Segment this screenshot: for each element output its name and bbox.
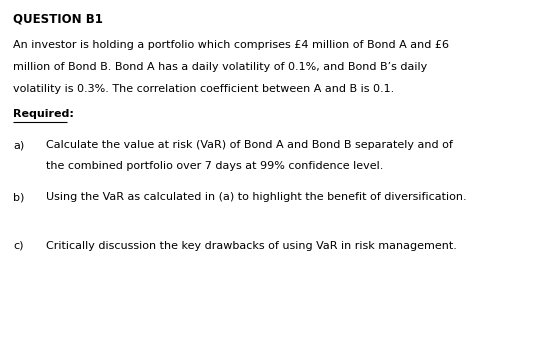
- Text: Using the VaR as calculated in (a) to highlight the benefit of diversification.: Using the VaR as calculated in (a) to hi…: [46, 192, 467, 202]
- Text: An investor is holding a portfolio which comprises £4 million of Bond A and £6: An investor is holding a portfolio which…: [13, 40, 449, 50]
- Text: million of Bond B. Bond A has a daily volatility of 0.1%, and Bond B’s daily: million of Bond B. Bond A has a daily vo…: [13, 62, 428, 72]
- Text: b): b): [13, 192, 25, 202]
- Text: a): a): [13, 140, 24, 150]
- Text: Required:: Required:: [13, 109, 74, 119]
- Text: c): c): [13, 241, 23, 251]
- Text: volatility is 0.3%. The correlation coefficient between A and B is 0.1.: volatility is 0.3%. The correlation coef…: [13, 84, 394, 94]
- Text: QUESTION B1: QUESTION B1: [13, 12, 103, 25]
- Text: Critically discussion the key drawbacks of using VaR in risk management.: Critically discussion the key drawbacks …: [46, 241, 457, 251]
- Text: the combined portfolio over 7 days at 99% confidence level.: the combined portfolio over 7 days at 99…: [46, 161, 383, 171]
- Text: Calculate the value at risk (VaR) of Bond A and Bond B separately and of: Calculate the value at risk (VaR) of Bon…: [46, 140, 453, 150]
